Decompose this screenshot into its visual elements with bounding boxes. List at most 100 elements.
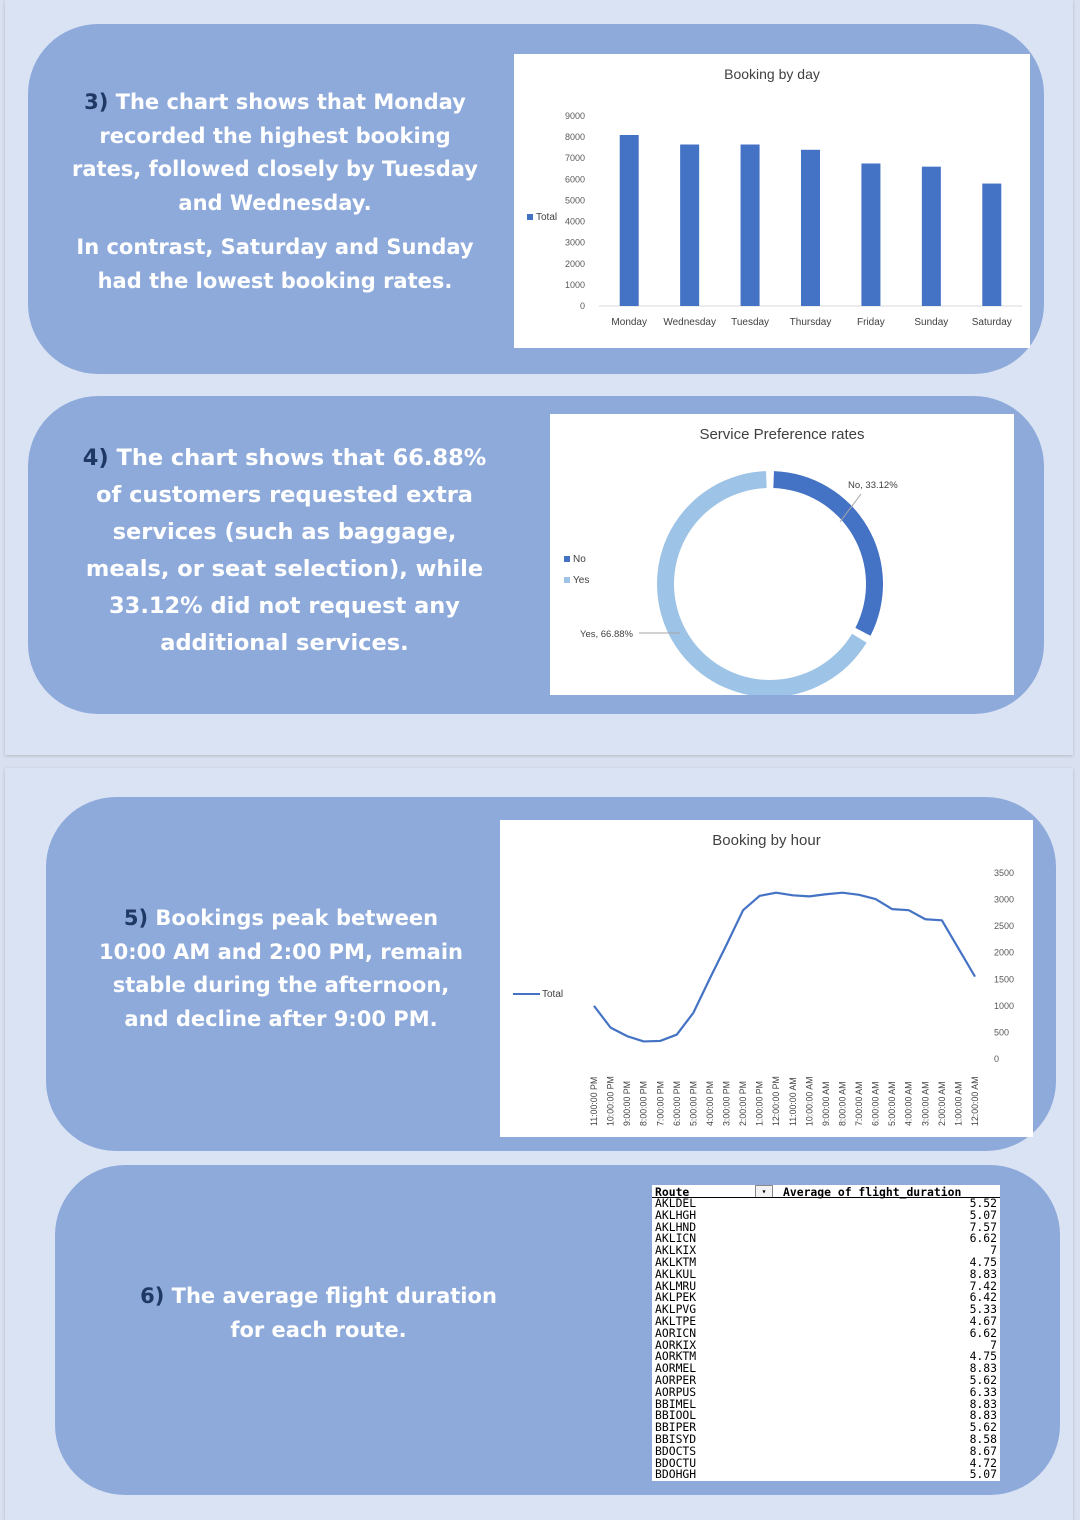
- table-row[interactable]: AKLTPE 4.67: [652, 1314, 1000, 1328]
- legend-yes: Yes: [564, 575, 589, 586]
- table-header-row: Route ▾ Average of flight_duration: [652, 1185, 1032, 1199]
- x-tick-label: 9:00:00 PM: [622, 1081, 632, 1126]
- table-row[interactable]: AKLHND 7.57: [652, 1219, 1000, 1234]
- table-row[interactable]: AORKTM 4.75: [652, 1351, 1000, 1363]
- x-tick-label: 9:00:00 AM: [821, 1081, 831, 1126]
- section-6-number: 6): [140, 1284, 165, 1308]
- table-row[interactable]: BBIPER 5.62: [652, 1420, 1000, 1435]
- cell-route: AORICN: [655, 1325, 697, 1340]
- table-row[interactable]: AKLDEL 5.52: [652, 1196, 1000, 1210]
- series-line-total: [593, 891, 976, 1043]
- x-tick-label: 4:00:00 AM: [904, 1081, 914, 1126]
- x-tick-label: Tuesday: [731, 317, 769, 328]
- bar-sunday: [921, 166, 941, 306]
- cell-average-duration: 6.33: [969, 1384, 997, 1399]
- cell-route: AKLTPE: [655, 1314, 697, 1328]
- x-tick-label: 2:00:00 AM: [937, 1081, 947, 1126]
- cell-route: AORKIX: [655, 1337, 697, 1352]
- y-tick-label: 2000: [565, 259, 585, 269]
- table-row[interactable]: BBIMEL 8.83: [652, 1396, 1000, 1411]
- x-tick-label: Friday: [857, 317, 885, 328]
- table-row[interactable]: AKLICN 6.62: [652, 1233, 1000, 1245]
- cell-route: AKLDEL: [655, 1196, 697, 1210]
- table-row[interactable]: BDOCTU 4.72: [652, 1455, 1000, 1470]
- cell-route: BDOHGH: [655, 1467, 697, 1482]
- cell-average-duration: 4.67: [969, 1314, 997, 1328]
- table-row[interactable]: AKLPEK 6.42: [652, 1292, 1000, 1304]
- table-row[interactable]: AKLKTM 4.75: [652, 1255, 1000, 1269]
- x-tick-label: 7:00:00 PM: [655, 1081, 665, 1126]
- x-tick-label: 3:00:00 PM: [722, 1081, 732, 1126]
- legend-swatch: [527, 214, 533, 221]
- column-header-route: Route: [655, 1185, 690, 1199]
- y-tick-label: 9000: [565, 111, 585, 121]
- chart-title: Service Preference rates: [699, 426, 865, 443]
- table-row[interactable]: AORPUS 6.33: [652, 1384, 1000, 1399]
- y-tick-label: 3000: [565, 238, 585, 248]
- table-row[interactable]: AORMEL 8.83: [652, 1361, 1000, 1376]
- legend-label: Total: [542, 989, 564, 1000]
- y-tick-label: 5000: [565, 195, 585, 205]
- donut-slice-no: [773, 471, 883, 636]
- x-tick-label: 11:00:00 PM: [589, 1077, 599, 1126]
- chart-title: Booking by hour: [712, 832, 821, 849]
- cell-average-duration: 7.57: [969, 1219, 997, 1234]
- y-tick-label: 1000: [565, 280, 585, 290]
- table-row[interactable]: AORPER 5.62: [652, 1374, 1000, 1387]
- x-tick-label: 10:00:00 AM: [804, 1077, 814, 1126]
- header-divider: [652, 1197, 1000, 1198]
- table-row[interactable]: AKLMRU 7.42: [652, 1278, 1000, 1293]
- table-row[interactable]: AORKIX 7: [652, 1337, 1000, 1352]
- section-4-paragraph: The chart shows that 66.88% of customers…: [85, 445, 487, 656]
- cell-average-duration: 5.52: [969, 1196, 997, 1210]
- cell-average-duration: 6.62: [969, 1231, 997, 1246]
- bar-wednesday: [680, 144, 700, 306]
- cell-route: AKLMRU: [655, 1278, 697, 1293]
- y-tick-label: 500: [994, 1027, 1009, 1037]
- section-3-text: 3) The chart shows that Monday recorded …: [70, 86, 480, 298]
- section-4-text: 4) The chart shows that 66.88% of custom…: [82, 440, 487, 662]
- cell-route: BDOCTU: [655, 1455, 697, 1470]
- cell-average-duration: 5.62: [969, 1420, 997, 1435]
- table-row[interactable]: BDOHGH 5.07: [652, 1469, 1000, 1481]
- chart-booking-by-hour: Booking by hour Total 0 500 1000 1500 2000 25…: [500, 820, 1033, 1137]
- y-tick-label: 8000: [565, 132, 585, 142]
- x-tick-label: 1:00:00 AM: [953, 1081, 963, 1126]
- cell-route: BBIOOL: [655, 1408, 697, 1423]
- y-tick-label: 3500: [994, 868, 1014, 878]
- cell-average-duration: 4.72: [969, 1455, 997, 1470]
- table-row[interactable]: BDOCTS 8.67: [652, 1445, 1000, 1458]
- chart-title: Booking by day: [724, 66, 820, 82]
- cell-average-duration: 5.07: [969, 1467, 997, 1482]
- section-3-paragraph-1: The chart shows that Monday recorded the…: [72, 90, 478, 215]
- section-4-number: 4): [82, 445, 109, 471]
- table-row[interactable]: AKLKUL 8.83: [652, 1266, 1000, 1281]
- cell-average-duration: 7.42: [969, 1278, 997, 1293]
- y-tick-label: 0: [994, 1054, 999, 1064]
- data-label-no: No, 33.12%: [848, 480, 898, 491]
- x-tick-label: Saturday: [972, 317, 1012, 328]
- chart-service-preference: Service Preference rates No Yes No, 33.1…: [550, 414, 1014, 695]
- section-5-number: 5): [123, 906, 149, 930]
- bar-thursday: [801, 149, 820, 306]
- table-row[interactable]: AORICN 6.62: [652, 1325, 1000, 1340]
- cell-route: AKLKTM: [655, 1255, 697, 1269]
- x-tick-label: 10:00:00 PM: [606, 1076, 616, 1126]
- legend-label: Yes: [573, 575, 590, 586]
- table-row[interactable]: AKLHGH 5.07: [652, 1209, 1000, 1222]
- pivot-table-flight-duration: Route ▾ Average of flight_duration AKLDE…: [652, 1185, 1000, 1481]
- y-tick-label: 2500: [994, 921, 1014, 931]
- cell-route: AKLKUL: [655, 1266, 697, 1281]
- cell-average-duration: 8.83: [969, 1361, 997, 1376]
- cell-route: AKLPEK: [655, 1290, 697, 1305]
- table-row[interactable]: BBIOOL 8.83: [652, 1410, 1000, 1422]
- legend-swatch: [564, 577, 570, 584]
- table-row[interactable]: AKLKIX 7: [652, 1244, 1000, 1257]
- table-row[interactable]: BBISYD 8.58: [652, 1432, 1000, 1446]
- table-row[interactable]: AKLPVG 5.33: [652, 1303, 1000, 1316]
- section-5-paragraph: Bookings peak between 10:00 AM and 2:00 …: [98, 906, 463, 1031]
- x-tick-label: 5:00:00 AM: [887, 1081, 897, 1126]
- y-tick-label: 6000: [565, 174, 585, 184]
- cell-average-duration: 8.58: [969, 1432, 997, 1446]
- cell-average-duration: 8.83: [969, 1396, 997, 1411]
